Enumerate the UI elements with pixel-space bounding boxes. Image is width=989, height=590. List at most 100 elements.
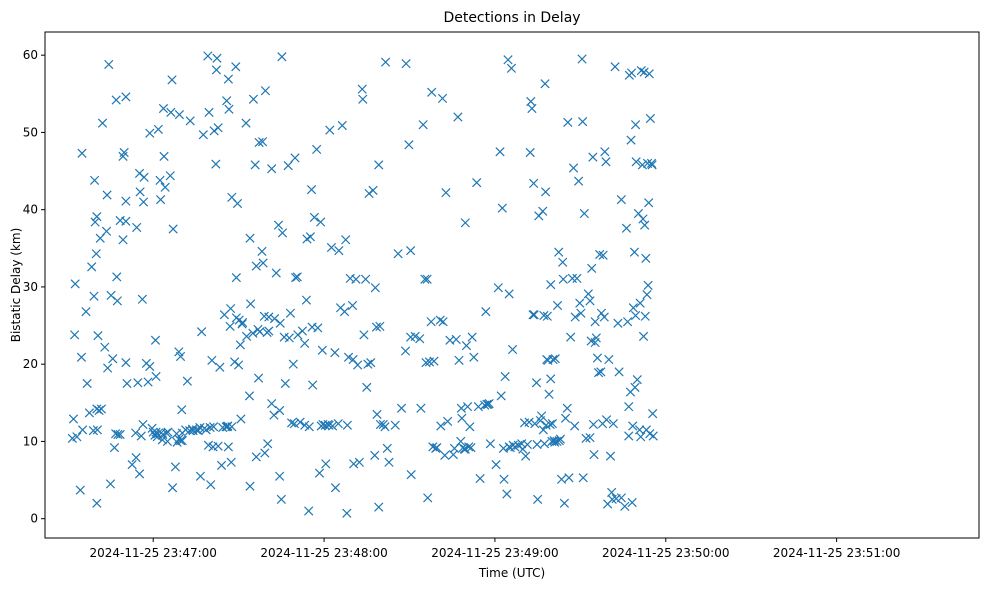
- data-point: [589, 449, 599, 460]
- data-point: [462, 402, 473, 412]
- data-point: [273, 220, 284, 230]
- data-point: [443, 416, 453, 426]
- data-point: [521, 451, 531, 461]
- data-point: [317, 345, 327, 355]
- y-axis: 0 10 20 30 40 50 60: [23, 48, 45, 526]
- data-point: [153, 124, 163, 134]
- data-point: [429, 356, 439, 366]
- data-point: [635, 298, 645, 308]
- data-point: [305, 232, 316, 242]
- x-axis-title: Time (UTC): [478, 566, 545, 580]
- data-point: [118, 235, 128, 245]
- data-point: [271, 268, 281, 278]
- data-point: [575, 298, 585, 308]
- data-point: [504, 289, 514, 299]
- data-point: [570, 312, 580, 322]
- data-point: [316, 217, 326, 227]
- data-point: [613, 318, 623, 328]
- data-point: [632, 375, 642, 385]
- data-point: [473, 402, 484, 412]
- data-point: [158, 103, 169, 114]
- data-point: [629, 247, 640, 257]
- data-point: [325, 125, 335, 135]
- data-point: [133, 378, 143, 388]
- data-point: [134, 469, 145, 479]
- data-point: [630, 382, 640, 392]
- data-point: [426, 317, 436, 327]
- data-point: [127, 459, 137, 470]
- data-point: [304, 506, 314, 516]
- data-point: [203, 51, 213, 61]
- data-point: [453, 112, 463, 122]
- data-point: [343, 352, 354, 362]
- data-point: [166, 107, 176, 117]
- data-point: [368, 185, 378, 195]
- data-point: [121, 196, 131, 206]
- data-point: [507, 344, 518, 355]
- data-point: [529, 310, 539, 320]
- data-point: [175, 436, 186, 446]
- data-point: [150, 335, 161, 345]
- data-point: [321, 459, 331, 469]
- data-point: [122, 378, 132, 389]
- data-point: [364, 188, 374, 199]
- data-point: [545, 419, 555, 430]
- data-point: [280, 378, 290, 389]
- data-point: [544, 389, 554, 399]
- data-point: [393, 249, 403, 259]
- data-point: [542, 311, 552, 321]
- data-point: [384, 457, 394, 467]
- data-point: [485, 439, 495, 449]
- data-point: [435, 315, 445, 325]
- data-point: [211, 65, 222, 75]
- data-point: [159, 151, 169, 162]
- data-point: [469, 352, 479, 362]
- data-point: [177, 405, 187, 415]
- data-point: [145, 361, 155, 372]
- data-point: [267, 164, 277, 174]
- data-point: [530, 419, 540, 429]
- x-tick-label: 2024-11-25 23:49:00: [431, 546, 558, 560]
- data-point: [75, 485, 85, 495]
- data-point: [175, 351, 186, 362]
- data-point: [451, 334, 461, 345]
- data-point: [401, 59, 411, 69]
- data-point: [564, 473, 574, 483]
- data-point: [484, 398, 494, 409]
- y-axis-title: Bistatic Delay (km): [9, 228, 23, 343]
- data-point: [324, 420, 334, 430]
- x-tick-label: 2024-11-25 23:47:00: [89, 546, 216, 560]
- data-point: [506, 63, 517, 73]
- data-point: [341, 235, 351, 245]
- data-point: [461, 341, 472, 351]
- data-point: [257, 246, 267, 257]
- data-point: [255, 327, 265, 337]
- data-point: [400, 346, 411, 356]
- data-point: [112, 296, 122, 306]
- data-point: [495, 147, 505, 157]
- data-point: [137, 294, 148, 304]
- data-point: [253, 373, 264, 383]
- y-tick-label: 0: [30, 512, 38, 526]
- data-point: [610, 62, 620, 72]
- data-point: [260, 86, 271, 96]
- data-point: [143, 377, 153, 387]
- data-point: [206, 480, 216, 490]
- data-point: [375, 419, 386, 430]
- data-point: [354, 457, 364, 467]
- data-point: [198, 130, 208, 140]
- data-point: [337, 120, 347, 131]
- data-point: [374, 502, 384, 512]
- data-point: [554, 247, 564, 257]
- data-point: [568, 163, 579, 173]
- data-point: [138, 197, 149, 207]
- data-point: [90, 217, 100, 227]
- data-point: [237, 317, 248, 328]
- x-tick-label: 2024-11-25 23:51:00: [773, 546, 900, 560]
- data-point: [493, 283, 503, 293]
- data-point: [277, 52, 287, 62]
- data-point: [538, 425, 548, 435]
- data-point: [121, 216, 131, 226]
- data-point: [89, 175, 100, 185]
- data-point: [297, 326, 308, 336]
